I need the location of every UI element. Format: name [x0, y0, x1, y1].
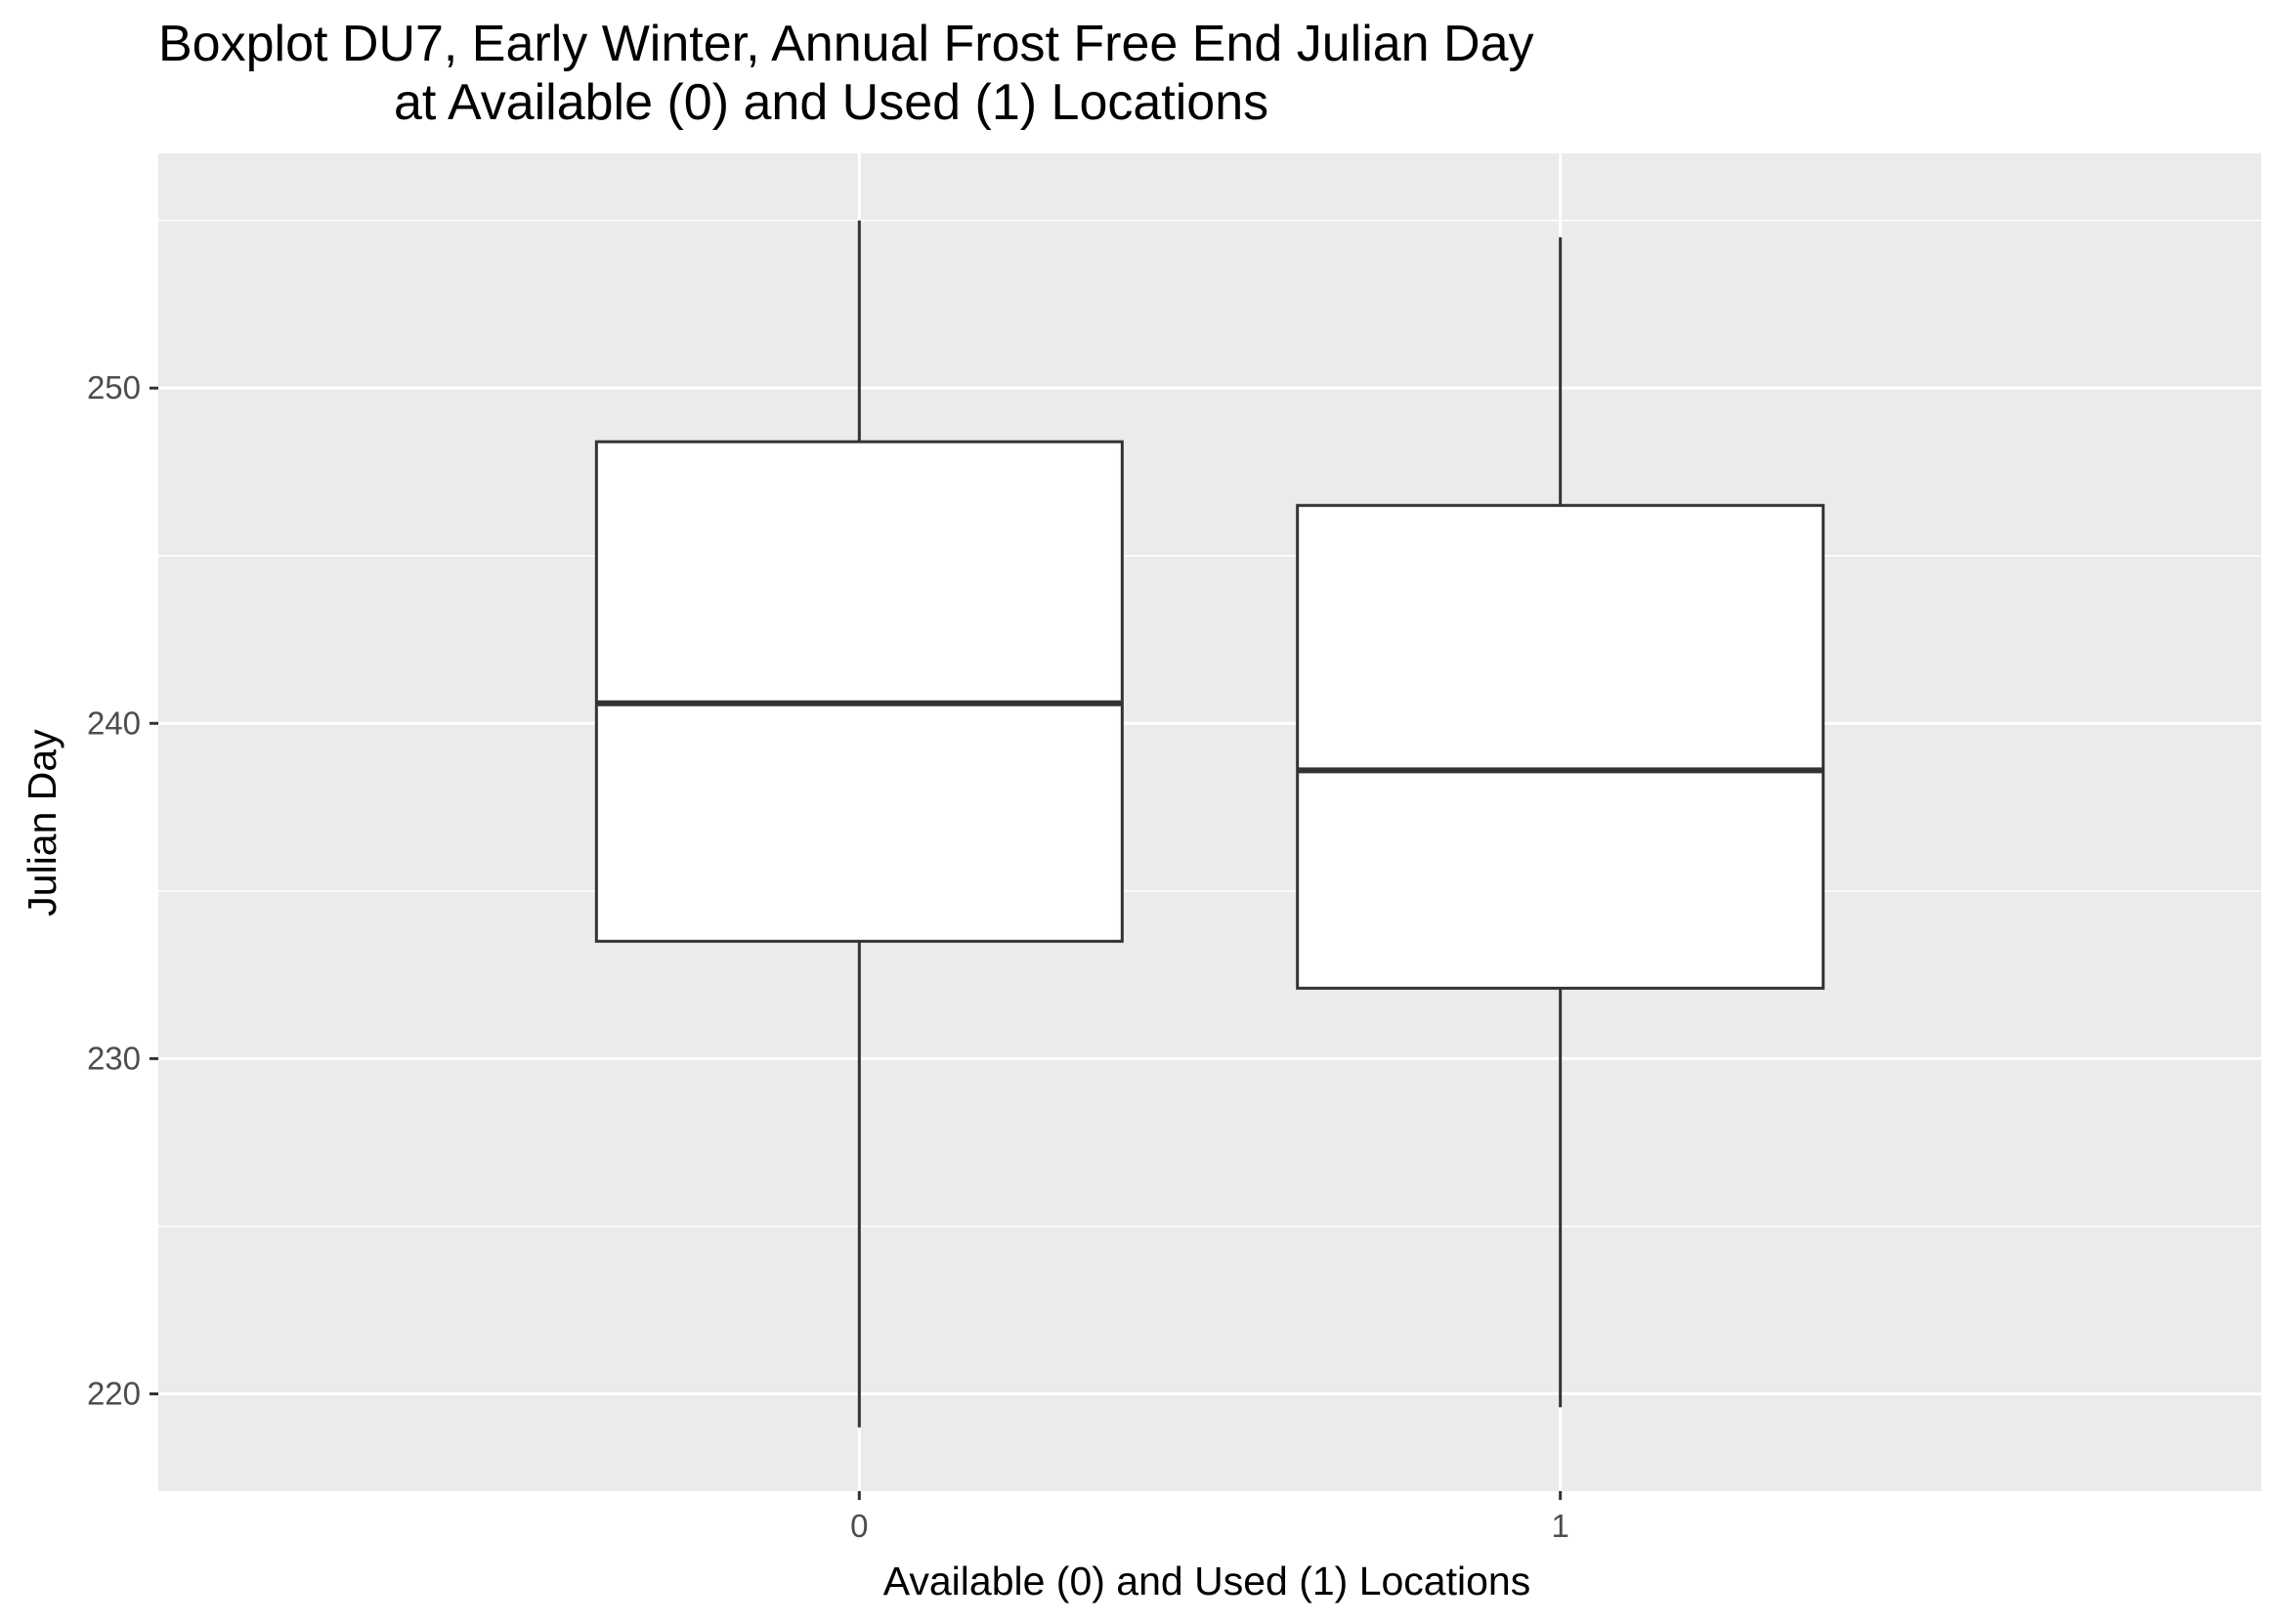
plot-panel: [158, 153, 2261, 1491]
y-axis: 220 230 240 250: [87, 369, 158, 1411]
chart-title: Boxplot DU7, Early Winter, Annual Frost …: [158, 16, 1534, 72]
y-tick-label: 220: [87, 1375, 141, 1411]
x-tick-label: 0: [850, 1508, 868, 1544]
y-axis-title: Julian Day: [20, 729, 64, 917]
x-tick-label: 1: [1551, 1508, 1568, 1544]
box-0: [594, 220, 1124, 1428]
y-tick-label: 230: [87, 1040, 141, 1076]
box-series: [594, 220, 1825, 1428]
y-tick-label: 240: [87, 705, 141, 741]
minor-gridlines: [158, 219, 2261, 1227]
y-tick-label: 250: [87, 369, 141, 406]
chart-subtitle: at Available (0) and Used (1) Locations: [394, 74, 1268, 131]
box-1: [1296, 236, 1825, 1408]
iqr-box: [594, 440, 1124, 943]
iqr-box: [1296, 503, 1825, 990]
x-axis-title: Available (0) and Used (1) Locations: [883, 1559, 1530, 1603]
